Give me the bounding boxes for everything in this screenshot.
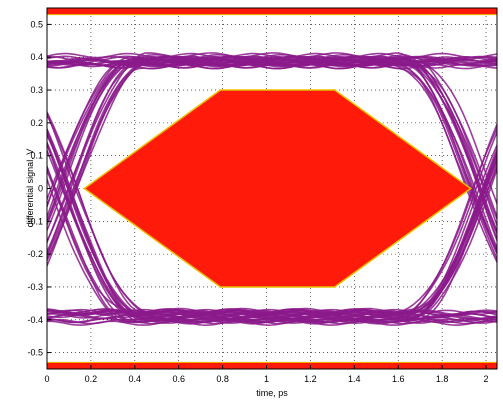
signal-trace bbox=[47, 63, 497, 256]
x-tick-label: 1 bbox=[264, 374, 269, 384]
y-tick-label: -0.4 bbox=[27, 315, 43, 325]
y-tick-label: -0.5 bbox=[27, 348, 43, 358]
signal-trace bbox=[47, 126, 497, 322]
x-axis-label: time, ps bbox=[256, 388, 288, 398]
y-tick-label: -0.3 bbox=[27, 282, 43, 292]
signal-trace bbox=[47, 56, 497, 257]
lower-mask-band bbox=[47, 362, 497, 369]
x-tick-label: 0.8 bbox=[216, 374, 229, 384]
x-tick-label: 1.4 bbox=[348, 374, 361, 384]
x-tick-label: 2 bbox=[484, 374, 489, 384]
y-tick-label: 0.1 bbox=[30, 151, 43, 161]
eye-mask bbox=[47, 8, 497, 369]
x-tick-label: 1.6 bbox=[392, 374, 405, 384]
y-axis-label: differential signal, V bbox=[25, 149, 35, 227]
signal-trace bbox=[47, 61, 497, 265]
signal-trace bbox=[47, 154, 497, 314]
y-tick-label: 0.4 bbox=[30, 52, 43, 62]
y-tick-label: 0.2 bbox=[30, 118, 43, 128]
x-tick-label: 0.4 bbox=[129, 374, 142, 384]
upper-mask-band bbox=[47, 8, 497, 15]
y-tick-label: 0 bbox=[38, 184, 43, 194]
y-tick-label: -0.2 bbox=[27, 249, 43, 259]
x-tick-label: 0.2 bbox=[85, 374, 98, 384]
y-tick-label: 0.5 bbox=[30, 19, 43, 29]
signal-trace bbox=[47, 309, 497, 315]
y-tick-label: 0.3 bbox=[30, 85, 43, 95]
x-tick-label: 0.6 bbox=[172, 374, 185, 384]
x-tick-label: 1.8 bbox=[436, 374, 449, 384]
mask-polygon bbox=[83, 89, 472, 288]
signal-trace bbox=[47, 62, 497, 236]
y-tick-label: -0.1 bbox=[27, 216, 43, 226]
x-tick-label: 1.2 bbox=[304, 374, 317, 384]
signal-trace bbox=[47, 52, 497, 256]
signal-trace bbox=[47, 165, 497, 324]
axis-ticks: 0 0.2 0.4 0.6 0.8 1 1.2 1.4 1.6 1.8 2 0.5 0.4 0.3 0.2 0… bbox=[27, 19, 488, 384]
x-tick-label: 0 bbox=[44, 374, 49, 384]
signal-trace bbox=[47, 151, 497, 320]
signal-traces bbox=[47, 52, 497, 327]
plot-data bbox=[47, 8, 497, 369]
signal-trace bbox=[47, 52, 497, 59]
